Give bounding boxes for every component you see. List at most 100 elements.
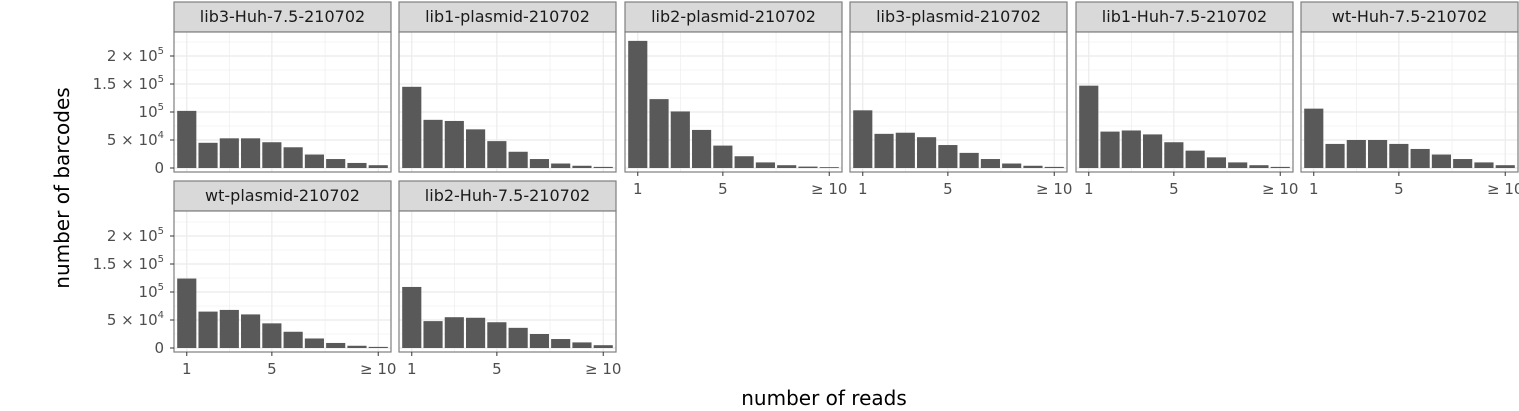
panel-border xyxy=(1075,31,1294,173)
bar xyxy=(444,317,464,348)
bar xyxy=(1002,163,1022,168)
y-tick-label: 2 × 105 xyxy=(107,46,164,65)
bar xyxy=(1206,157,1226,168)
panel-border xyxy=(173,210,392,353)
bar xyxy=(1495,165,1515,168)
bar xyxy=(692,129,712,168)
x-tick-label: ≥ 10 xyxy=(360,360,396,378)
bar xyxy=(734,156,754,168)
x-tick-label: 1 xyxy=(633,180,643,198)
bar xyxy=(853,110,873,168)
facet-strip xyxy=(1075,1,1294,33)
facet-strip-label: lib1-Huh-7.5-210702 xyxy=(1102,7,1267,26)
facet-strip-label: lib2-Huh-7.5-210702 xyxy=(425,186,590,205)
bar xyxy=(368,346,388,348)
bar xyxy=(262,142,282,168)
bar xyxy=(326,342,346,348)
x-tick-label: 5 xyxy=(492,360,502,378)
bar xyxy=(304,338,324,348)
bar xyxy=(1143,134,1163,168)
y-tick-label: 5 × 104 xyxy=(107,310,164,329)
facet-strip xyxy=(398,1,617,33)
bar xyxy=(1121,130,1141,168)
bar xyxy=(262,323,282,348)
bar xyxy=(304,154,324,168)
facet-panel: wt-Huh-7.5-210702 1 5 ≥ 10 xyxy=(1300,1,1519,198)
bar xyxy=(1431,154,1451,168)
bar xyxy=(1410,148,1430,168)
facet-strip xyxy=(1300,1,1519,33)
y-tick-label: 1.5 × 105 xyxy=(93,254,164,273)
y-tick-label: 0 xyxy=(154,159,164,177)
bar xyxy=(444,120,464,168)
bar xyxy=(917,137,937,168)
bar xyxy=(593,166,613,168)
bar xyxy=(572,165,592,168)
bar xyxy=(423,321,443,348)
x-tick-label: 1 xyxy=(858,180,868,198)
bar xyxy=(551,163,571,168)
x-tick-label: 5 xyxy=(718,180,728,198)
bar xyxy=(959,152,979,168)
x-tick-label: ≥ 10 xyxy=(1487,180,1519,198)
bar xyxy=(874,133,894,168)
y-tick-label: 1.5 × 105 xyxy=(93,74,164,93)
bar xyxy=(895,132,915,168)
facet-strip-label: wt-plasmid-210702 xyxy=(205,186,360,205)
bar xyxy=(670,111,690,168)
bar xyxy=(347,345,367,348)
bar xyxy=(593,345,613,348)
x-tick-label: 1 xyxy=(1084,180,1094,198)
y-tick-label: 0 xyxy=(154,339,164,357)
facet-strip xyxy=(624,1,843,33)
bar xyxy=(241,314,261,348)
bar xyxy=(628,40,648,168)
bar xyxy=(508,327,528,348)
bar xyxy=(198,142,218,168)
x-tick-label: ≥ 10 xyxy=(811,180,847,198)
bar xyxy=(938,145,958,168)
bar xyxy=(326,159,346,168)
x-tick-label: 1 xyxy=(407,360,417,378)
bar xyxy=(283,331,303,348)
facet-strip xyxy=(398,180,617,212)
x-tick-label: 5 xyxy=(267,360,277,378)
bar xyxy=(551,339,571,348)
facet-panel: lib2-Huh-7.5-210702 1 5 ≥ 10 xyxy=(398,180,621,378)
facet-panel: wt-plasmid-210702 0 5 × 104 105 1.5 × 105 2 ×… xyxy=(93,180,396,378)
bar xyxy=(1023,165,1043,168)
bar xyxy=(572,342,592,348)
y-tick-label: 105 xyxy=(139,102,164,121)
bar xyxy=(466,317,486,348)
bar xyxy=(368,165,388,168)
y-tick-label: 5 × 104 xyxy=(107,130,164,149)
bar xyxy=(1368,140,1388,168)
bar xyxy=(777,165,797,168)
facet-panel: lib3-plasmid-210702 1 5 ≥ 10 xyxy=(849,1,1072,198)
facet-panel: lib2-plasmid-210702 1 5 ≥ 10 xyxy=(624,1,847,198)
bar xyxy=(1389,143,1409,168)
facet-panel: lib1-plasmid-210702 xyxy=(398,1,617,173)
x-tick-label: ≥ 10 xyxy=(1036,180,1072,198)
bar xyxy=(1453,159,1473,168)
x-tick-label: ≥ 10 xyxy=(585,360,621,378)
bar xyxy=(1185,150,1205,168)
bar xyxy=(1346,140,1366,168)
bar xyxy=(819,167,839,168)
bar xyxy=(241,138,261,168)
facet-strip-label: lib2-plasmid-210702 xyxy=(651,7,816,26)
bar xyxy=(1474,162,1494,168)
bar xyxy=(1270,166,1290,168)
bar xyxy=(347,162,367,168)
y-tick-label: 105 xyxy=(139,282,164,301)
panel-border xyxy=(624,31,843,173)
panel-border xyxy=(398,31,617,173)
y-axis-title: number of barcodes xyxy=(50,87,74,288)
bar xyxy=(1164,142,1184,168)
bar xyxy=(466,129,486,168)
bar xyxy=(980,159,1000,168)
x-tick-label: 1 xyxy=(182,360,192,378)
bar xyxy=(755,162,775,168)
